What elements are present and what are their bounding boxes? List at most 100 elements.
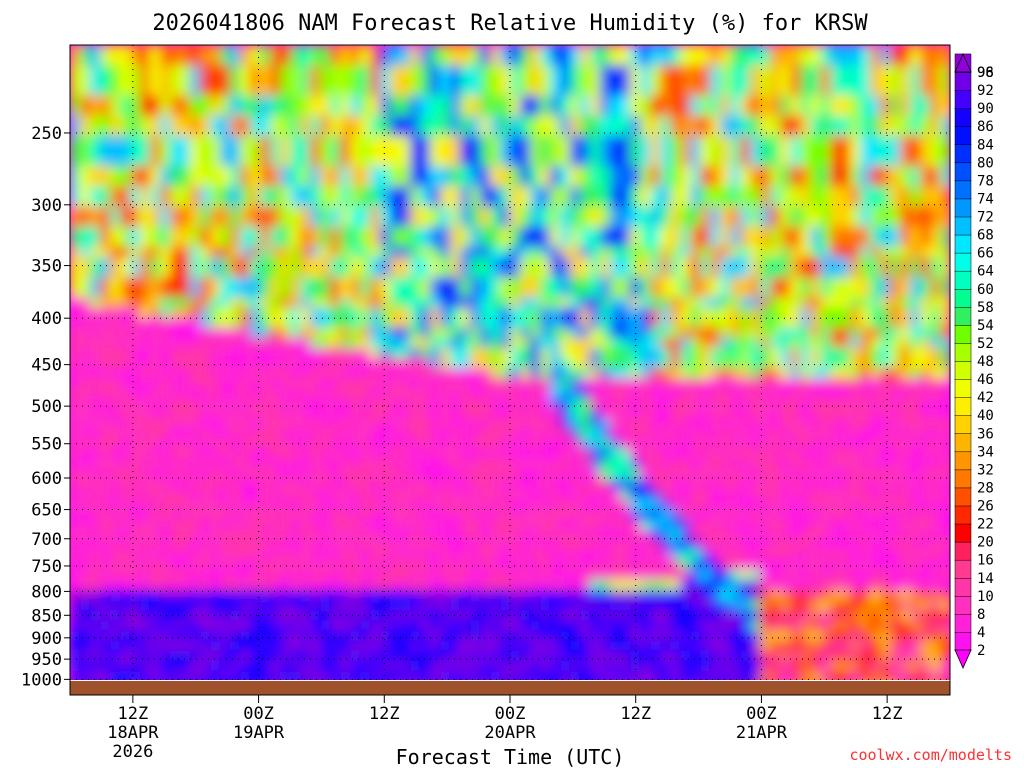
field-cell: [840, 45, 851, 56]
field-cell: [460, 186, 471, 198]
field-cell: [840, 337, 851, 349]
field-cell: [610, 660, 621, 672]
field-cell: [250, 499, 261, 511]
field-cell: [750, 145, 761, 157]
field-cell: [590, 145, 601, 157]
field-cell: [130, 600, 141, 612]
field-cell: [100, 357, 111, 369]
field-cell: [480, 670, 491, 680]
field-cell: [600, 45, 611, 56]
field-cell: [820, 600, 831, 612]
field-cell: [840, 156, 851, 167]
field-cell: [270, 166, 281, 178]
field-cell: [630, 660, 641, 672]
field-cell: [150, 287, 161, 299]
field-cell: [110, 105, 121, 117]
field-cell: [430, 458, 441, 470]
field-cell: [720, 418, 731, 430]
field-cell: [320, 408, 331, 420]
field-cell: [140, 287, 151, 299]
field-cell: [770, 105, 781, 117]
field-cell: [390, 287, 401, 299]
field-cell: [690, 670, 701, 680]
field-cell: [500, 468, 511, 480]
field-cell: [140, 509, 151, 521]
field-cell: [520, 145, 531, 157]
field-cell: [810, 55, 821, 66]
field-cell: [380, 196, 391, 208]
field-cell: [320, 519, 331, 531]
field-cell: [330, 519, 341, 531]
field-cell: [160, 610, 171, 622]
field-cell: [680, 327, 691, 339]
field-cell: [280, 388, 291, 400]
field-cell: [600, 125, 611, 137]
field-cell: [190, 55, 201, 66]
field-cell: [150, 317, 161, 329]
field-cell: [580, 479, 591, 490]
field-cell: [220, 357, 231, 369]
field-cell: [110, 287, 121, 299]
field-cell: [540, 539, 551, 551]
field-cell: [540, 519, 551, 531]
field-cell: [160, 378, 171, 389]
field-cell: [670, 115, 681, 127]
field-cell: [290, 519, 301, 531]
field-cell: [330, 297, 341, 309]
field-cell: [550, 267, 561, 278]
field-cell: [250, 216, 261, 228]
field-cell: [140, 125, 151, 137]
field-cell: [140, 85, 151, 97]
field-cell: [640, 610, 651, 622]
field-cell: [220, 45, 231, 56]
field-cell: [660, 448, 671, 460]
field-cell: [140, 65, 151, 77]
field-cell: [720, 337, 731, 349]
field-cell: [300, 650, 311, 662]
field-cell: [750, 95, 761, 107]
field-cell: [210, 378, 221, 389]
field-cell: [480, 166, 491, 178]
field-cell: [730, 186, 741, 198]
field-cell: [430, 166, 441, 178]
field-cell: [650, 156, 661, 167]
field-cell: [400, 468, 411, 480]
field-cell: [490, 660, 501, 672]
field-cell: [170, 186, 181, 198]
field-cell: [350, 610, 361, 622]
field-cell: [520, 388, 531, 400]
field-cell: [460, 267, 471, 278]
field-cell: [670, 206, 681, 218]
field-cell: [460, 468, 471, 480]
field-cell: [360, 408, 371, 420]
field-cell: [270, 479, 281, 490]
field-cell: [530, 166, 541, 178]
field-cell: [610, 95, 621, 107]
field-cell: [240, 458, 251, 470]
field-cell: [220, 630, 231, 642]
field-cell: [190, 428, 201, 440]
field-cell: [330, 277, 341, 289]
field-cell: [620, 156, 631, 167]
field-cell: [260, 347, 271, 359]
field-cell: [640, 559, 651, 571]
field-cell: [210, 579, 221, 591]
field-cell: [600, 347, 611, 359]
field-cell: [690, 166, 701, 178]
field-cell: [540, 600, 551, 612]
field-cell: [480, 539, 491, 551]
field-cell: [520, 650, 531, 662]
field-cell: [340, 458, 351, 470]
field-cell: [390, 85, 401, 97]
field-cell: [810, 630, 821, 642]
field-cell: [710, 246, 721, 258]
field-cell: [370, 337, 381, 349]
field-cell: [840, 145, 851, 157]
field-cell: [70, 610, 81, 622]
field-cell: [470, 145, 481, 157]
field-cell: [690, 408, 701, 420]
field-cell: [830, 479, 841, 490]
field-cell: [220, 327, 231, 339]
field-cell: [460, 479, 471, 490]
field-cell: [570, 569, 581, 581]
